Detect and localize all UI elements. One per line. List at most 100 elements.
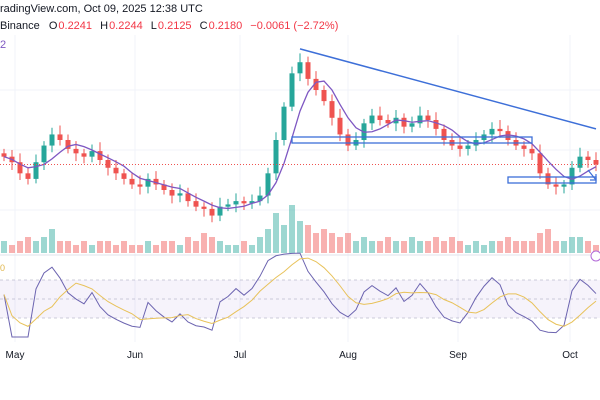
candle-body [385, 120, 391, 124]
candle-body [257, 195, 263, 202]
candle-body [569, 167, 575, 185]
volume-bar [177, 245, 183, 253]
volume-bar [473, 241, 479, 253]
candle-body [545, 173, 551, 185]
candle-body [281, 106, 287, 140]
volume-bar [361, 237, 367, 253]
candle-body [425, 115, 431, 120]
candle-body [137, 184, 143, 187]
volume-bar [25, 237, 31, 253]
volume-bar [465, 245, 471, 253]
volume-bar [57, 241, 63, 253]
volume-bar [393, 241, 399, 253]
volume-bar [225, 245, 231, 253]
volume-bar [569, 237, 575, 253]
volume-bar [241, 241, 247, 253]
x-tick-label: Jun [127, 350, 143, 361]
candle-body [553, 184, 559, 187]
candle-body [57, 134, 63, 140]
volume-bar [249, 245, 255, 253]
candle-body [433, 120, 439, 129]
candle-body [369, 115, 375, 124]
candle-body [1, 153, 7, 157]
volume-bar [505, 237, 511, 253]
candle-body [105, 160, 111, 168]
volume-bar [273, 213, 279, 253]
candle-body [233, 201, 239, 205]
volume-bar [441, 241, 447, 253]
volume-bar [33, 241, 39, 253]
candle-body [529, 148, 535, 154]
candle-body [241, 201, 247, 204]
volume-bar [305, 225, 311, 253]
candle-body [121, 173, 127, 179]
volume-bar [89, 245, 95, 253]
candle-body [217, 206, 223, 216]
open-label: O [48, 20, 58, 32]
volume-bar [17, 241, 23, 253]
volume-bar [497, 241, 503, 253]
volume-bar [377, 241, 383, 253]
candle-body [297, 62, 303, 74]
volume-bar [297, 221, 303, 253]
exchange-label: Binance [0, 20, 40, 32]
volume-bar [417, 241, 423, 253]
volume-bar [337, 237, 343, 253]
indicator-legend: 2 [0, 39, 7, 51]
candle-body [409, 123, 415, 127]
candle-body [273, 140, 279, 174]
candle-body [457, 145, 463, 149]
candle-body [81, 153, 87, 157]
candle-body [401, 117, 407, 127]
candle-body [153, 178, 159, 185]
change-value: −0.0061 (−2.72%) [250, 20, 339, 32]
volume-bar [449, 237, 455, 253]
volume-bar [521, 241, 527, 253]
chart-source-timestamp: radingView.com, Oct 09, 2025 12:38 UTC [0, 3, 203, 15]
volume-bar [353, 241, 359, 253]
candle-body [465, 145, 471, 149]
close-value: 0.2180 [208, 20, 243, 32]
candle-body [49, 134, 55, 146]
volume-bar [281, 225, 287, 253]
volume-bar [161, 241, 167, 253]
rsi-ma-line [3, 257, 597, 327]
candle-body [497, 128, 503, 132]
candle-body [489, 128, 495, 135]
volume-bar [9, 245, 15, 253]
volume-bar [233, 245, 239, 253]
x-tick-label: Sep [449, 350, 467, 361]
candle-body [537, 153, 543, 174]
x-tick-label: Jul [234, 350, 247, 361]
volume-bar [481, 245, 487, 253]
volume-bar [65, 241, 71, 253]
candle-body [265, 173, 271, 196]
candle-body [377, 115, 383, 120]
volume-bar [129, 245, 135, 253]
candle-body [129, 178, 135, 185]
candle-body [441, 128, 447, 140]
volume-bar [185, 237, 191, 253]
volume-bar [313, 233, 319, 253]
candle-body [185, 193, 191, 202]
volume-bar [153, 245, 159, 253]
volume-bar [193, 241, 199, 253]
candle-body [89, 151, 95, 157]
candle-body [249, 201, 255, 204]
volume-bar [289, 205, 295, 253]
candle-body [329, 101, 335, 118]
volume-bar [97, 241, 103, 253]
candle-body [113, 167, 119, 174]
candle-body [145, 178, 151, 187]
volume-bar [537, 233, 543, 253]
candle-body [305, 62, 311, 79]
candle-body [577, 156, 583, 168]
candle-body [225, 204, 231, 207]
low-value: 0.2125 [157, 20, 192, 32]
candle-body [209, 208, 215, 216]
volume-bar [425, 241, 431, 253]
volume-bar [409, 237, 415, 253]
candle-body [25, 173, 31, 179]
candle-body [97, 151, 103, 160]
